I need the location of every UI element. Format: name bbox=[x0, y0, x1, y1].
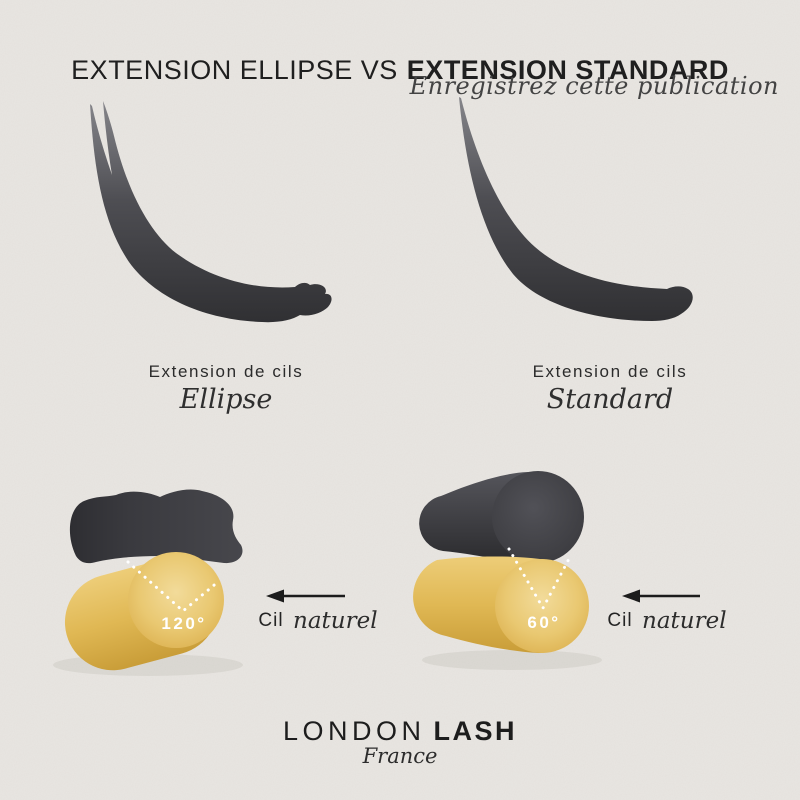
ellipse-extension-cross-section bbox=[69, 489, 243, 564]
natural-lash-cylinder-body-right bbox=[413, 556, 586, 654]
page-title: EXTENSION ELLIPSE VS EXTENSION STANDARD bbox=[0, 55, 800, 86]
natural-lash-label-left: Cil naturel bbox=[243, 608, 393, 634]
ellipse-caption-text: Extension de cils bbox=[148, 362, 304, 381]
natural-lash-word-right: Cil bbox=[607, 610, 633, 631]
ellipse-lash-caption: Extension de cils Ellipse bbox=[106, 362, 346, 415]
standard-extension-cylinder-face bbox=[492, 471, 584, 563]
standard-diagram-shadow bbox=[422, 650, 602, 670]
angle-marker-60-icon bbox=[507, 547, 573, 612]
angle-value-60: 60° bbox=[527, 613, 561, 632]
brand-logo: LONDON LASH France bbox=[0, 716, 800, 768]
angle-marker-120-icon bbox=[126, 560, 221, 613]
page-title-bold-part: EXTENSION STANDARD bbox=[406, 55, 729, 86]
brand-region-script: France bbox=[362, 744, 438, 768]
standard-variant-script: Standard bbox=[546, 384, 674, 415]
brand-name-light-part: LONDON bbox=[282, 716, 426, 746]
ellipse-diagram-shadow bbox=[53, 654, 243, 676]
ellipse-lash-curve bbox=[90, 101, 332, 323]
ellipse-angle-diagram bbox=[53, 489, 243, 676]
brand-name-bold-part: LASH bbox=[433, 716, 517, 746]
arrow-left-icon bbox=[266, 589, 345, 603]
natural-lash-script-right: naturel bbox=[642, 608, 727, 634]
standard-extension-cylinder-body bbox=[419, 472, 567, 563]
angle-value-120: 120° bbox=[161, 614, 207, 633]
save-post-handwritten-note: Enregistrez cette publication bbox=[409, 72, 779, 100]
standard-lash-caption: Extension de cils Standard bbox=[490, 362, 730, 415]
brand-name: LONDON LASH bbox=[0, 716, 800, 747]
standard-angle-diagram bbox=[413, 471, 602, 670]
natural-lash-script-left: naturel bbox=[293, 608, 378, 634]
natural-lash-word-left: Cil bbox=[258, 610, 284, 631]
ellipse-variant-script: Ellipse bbox=[179, 384, 273, 415]
arrow-left-icon bbox=[622, 589, 700, 603]
standard-lash-curve bbox=[459, 97, 693, 321]
natural-lash-label-right: Cil naturel bbox=[592, 608, 742, 634]
standard-caption-text: Extension de cils bbox=[532, 362, 688, 381]
natural-lash-cylinder-face-right bbox=[495, 559, 589, 653]
page-title-regular-part: EXTENSION ELLIPSE VS bbox=[71, 55, 398, 86]
